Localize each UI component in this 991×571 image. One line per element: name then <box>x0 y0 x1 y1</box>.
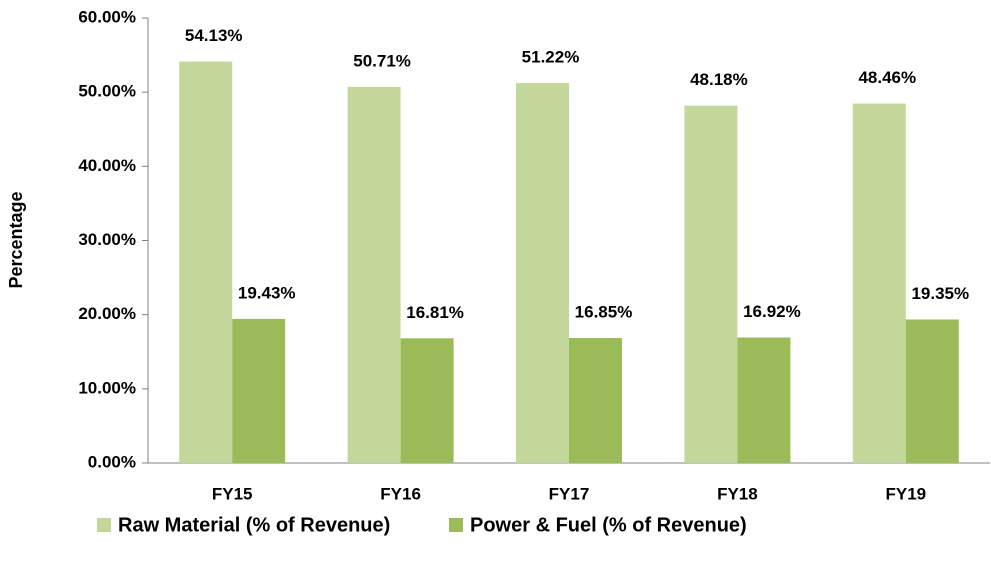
x-tick-label: FY19 <box>885 484 926 503</box>
y-tick-label: 20.00% <box>78 304 136 323</box>
y-tick-label: 50.00% <box>78 82 136 101</box>
bar <box>852 103 906 464</box>
value-label: 54.13% <box>185 26 243 45</box>
value-label: 16.85% <box>575 303 633 322</box>
x-tick-label: FY15 <box>212 484 253 503</box>
legend-swatch <box>449 518 463 532</box>
value-label: 51.22% <box>522 48 580 67</box>
x-tick-label: FY17 <box>549 484 590 503</box>
bar <box>684 105 738 463</box>
y-axis-title: Percentage <box>6 191 26 288</box>
bar <box>232 318 286 463</box>
y-tick-label: 40.00% <box>78 156 136 175</box>
legend-label: Power & Fuel (% of Revenue) <box>470 514 747 536</box>
value-label: 16.81% <box>406 303 464 322</box>
y-tick-label: 10.00% <box>78 378 136 397</box>
bar <box>347 86 401 464</box>
value-label: 19.35% <box>911 284 969 303</box>
bar <box>569 338 622 463</box>
x-tick-label: FY16 <box>380 484 421 503</box>
y-tick-label: 30.00% <box>78 230 136 249</box>
value-label: 19.43% <box>238 283 296 302</box>
value-label: 48.18% <box>690 70 748 89</box>
y-tick-label: 60.00% <box>78 7 136 26</box>
bar <box>516 83 569 463</box>
y-tick-label: 0.00% <box>88 452 136 471</box>
value-label: 50.71% <box>353 51 411 70</box>
legend-swatch <box>97 518 111 532</box>
bar <box>905 319 959 463</box>
bar <box>400 338 454 463</box>
legend-label: Raw Material (% of Revenue) <box>118 514 390 536</box>
value-label: 16.92% <box>743 302 801 321</box>
value-label: 48.46% <box>858 68 916 87</box>
bar <box>737 337 791 463</box>
x-tick-label: FY18 <box>717 484 758 503</box>
bar <box>179 61 233 464</box>
